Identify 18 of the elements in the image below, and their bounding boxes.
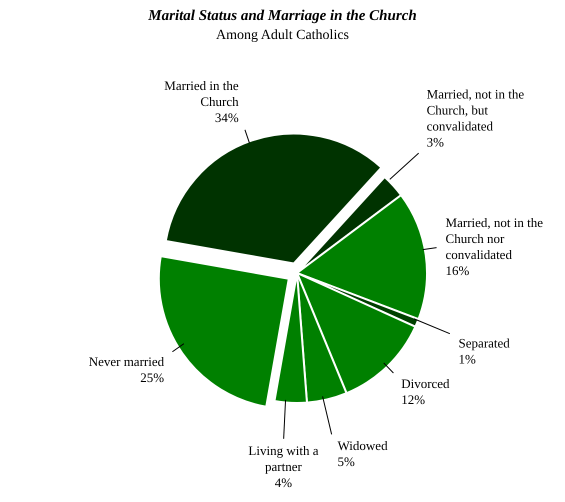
data-label: 3% bbox=[426, 134, 444, 150]
data-label: 25% bbox=[140, 370, 164, 386]
slice-label: Married, not in the Church nor convalidated bbox=[446, 215, 544, 262]
slice-label: Widowed bbox=[338, 438, 388, 454]
data-label: 5% bbox=[338, 454, 356, 470]
data-label: 16% bbox=[446, 263, 470, 278]
data-label: 4% bbox=[274, 474, 292, 490]
data-label: 1% bbox=[458, 351, 476, 366]
data-label: 12% bbox=[401, 392, 426, 407]
slice-label: Living with a partner bbox=[248, 442, 319, 474]
chart-title: Marital Status and Marriage in the Church bbox=[147, 8, 418, 25]
slice-label: Married in the Church bbox=[164, 78, 240, 110]
data-label: 34% bbox=[214, 110, 239, 126]
slice-label: Separated bbox=[458, 335, 510, 350]
slice-label: Married, not in the Church, but convalidated bbox=[426, 86, 524, 134]
chart-subtitle: Among Adult Catholics bbox=[215, 28, 350, 44]
slice-label: Divorced bbox=[401, 376, 450, 391]
slice-label: Never married bbox=[88, 354, 165, 370]
